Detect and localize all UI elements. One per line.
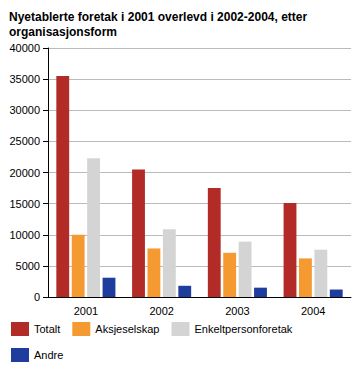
svg-text:Nyetablerte foretak i 2001 ove: Nyetablerte foretak i 2001 overlevd i 20… (9, 10, 311, 24)
svg-text:organisasjonsform: organisasjonsform (9, 25, 117, 39)
svg-text:2002: 2002 (149, 305, 173, 317)
svg-text:2003: 2003 (225, 305, 249, 317)
svg-text:2001: 2001 (74, 305, 98, 317)
svg-text:30000: 30000 (9, 104, 40, 116)
svg-text:20000: 20000 (9, 167, 40, 179)
svg-text:2004: 2004 (301, 305, 325, 317)
svg-text:0: 0 (34, 291, 40, 303)
svg-text:35000: 35000 (9, 73, 40, 85)
svg-text:Aksjeselskap: Aksjeselskap (95, 323, 159, 335)
svg-text:15000: 15000 (9, 198, 40, 210)
svg-text:Enkeltpersonforetak: Enkeltpersonforetak (194, 323, 292, 335)
svg-text:40000: 40000 (9, 42, 40, 54)
svg-text:Andre: Andre (34, 349, 63, 361)
svg-text:Totalt: Totalt (34, 323, 60, 335)
svg-text:25000: 25000 (9, 135, 40, 147)
svg-text:10000: 10000 (9, 229, 40, 241)
svg-text:5000: 5000 (16, 260, 40, 272)
